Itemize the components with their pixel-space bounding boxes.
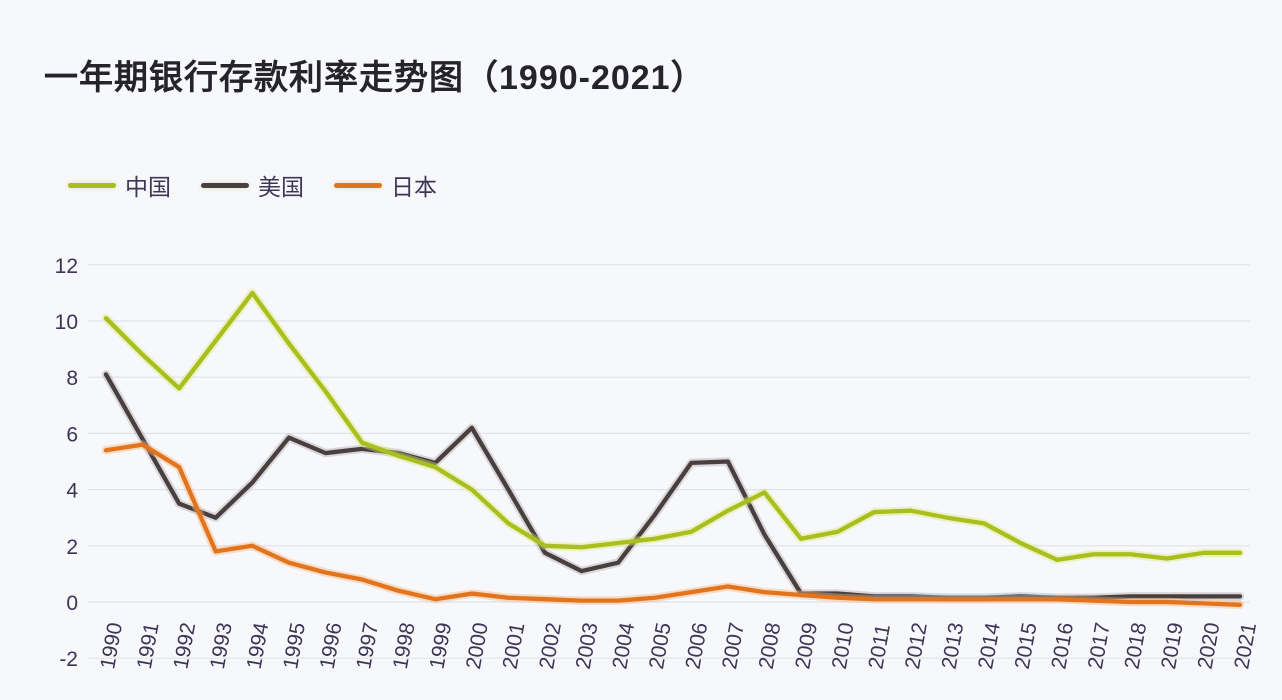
legend-label-us: 美国 bbox=[258, 174, 304, 200]
series-glow-japan bbox=[101, 440, 1245, 610]
x-tick-label: 2003 bbox=[572, 621, 603, 671]
series-line-china bbox=[103, 290, 1243, 562]
series-line-japan bbox=[103, 442, 1243, 607]
series-lines bbox=[101, 288, 1245, 610]
x-tick-label: 2009 bbox=[791, 621, 822, 671]
legend-item-us: 美国 bbox=[201, 168, 304, 202]
x-tick-label: 1997 bbox=[352, 621, 383, 671]
x-tick-label: 2000 bbox=[462, 621, 493, 671]
legend-swatch-japan bbox=[334, 182, 382, 188]
x-tick-label: 2020 bbox=[1194, 621, 1225, 671]
x-tick-label: 2004 bbox=[608, 621, 639, 671]
y-tick-label: 4 bbox=[66, 480, 78, 503]
x-tick-label: 2013 bbox=[938, 621, 969, 671]
y-tick-label: 12 bbox=[55, 255, 78, 278]
y-tick-label: 0 bbox=[66, 592, 78, 615]
x-tick-label: 1992 bbox=[169, 621, 200, 671]
x-tick-label: 2017 bbox=[1084, 621, 1115, 671]
y-axis-labels: 12 10 8 6 4 2 0 -2 bbox=[55, 255, 79, 671]
x-tick-label: 1996 bbox=[316, 621, 347, 671]
x-tick-label: 2001 bbox=[499, 621, 530, 671]
legend-label-japan: 日本 bbox=[391, 174, 437, 200]
legend-swatch-us bbox=[201, 182, 249, 188]
y-tick-label: 8 bbox=[66, 367, 78, 390]
x-tick-label: 2018 bbox=[1121, 621, 1152, 671]
x-tick-label: 2006 bbox=[682, 621, 713, 671]
legend-item-japan: 日本 bbox=[334, 168, 437, 202]
gridlines bbox=[88, 264, 1250, 659]
series-line-us bbox=[103, 372, 1243, 600]
page-title: 一年期银行存款利率走势图（1990-2021） bbox=[44, 59, 706, 97]
x-tick-label: 2021 bbox=[1230, 621, 1261, 671]
y-tick-label: 6 bbox=[66, 423, 78, 446]
x-tick-label: 1999 bbox=[425, 621, 456, 671]
x-tick-label: 1991 bbox=[133, 621, 164, 671]
legend-item-china: 中国 bbox=[68, 168, 171, 202]
x-tick-label: 1990 bbox=[96, 621, 127, 671]
x-tick-label: 2002 bbox=[535, 621, 566, 671]
x-tick-label: 1998 bbox=[389, 621, 420, 671]
x-tick-label: 1993 bbox=[206, 621, 237, 671]
x-tick-label: 2019 bbox=[1157, 621, 1188, 671]
y-tick-label: 10 bbox=[55, 311, 78, 334]
y-tick-label: -2 bbox=[59, 648, 78, 671]
x-tick-label: 2016 bbox=[1047, 621, 1078, 671]
x-tick-label: 2008 bbox=[755, 621, 786, 671]
series-glow-china bbox=[101, 288, 1245, 565]
x-tick-label: 2015 bbox=[1011, 621, 1042, 671]
x-axis-labels: 1990 1991 1992 1993 1994 1995 1996 1997 1998 1999… bbox=[96, 621, 1261, 671]
x-tick-label: 2005 bbox=[645, 621, 676, 671]
legend-swatch-china bbox=[68, 182, 116, 188]
x-tick-label: 2007 bbox=[718, 621, 749, 671]
legend: 中国 美国 日本 bbox=[68, 168, 437, 202]
x-tick-label: 2010 bbox=[828, 621, 859, 671]
x-tick-label: 2011 bbox=[864, 622, 894, 670]
y-tick-label: 2 bbox=[66, 536, 78, 559]
x-tick-label: 1995 bbox=[279, 621, 310, 671]
x-tick-label: 2014 bbox=[974, 621, 1005, 671]
x-tick-label: 1994 bbox=[243, 621, 274, 671]
x-tick-label: 2012 bbox=[901, 621, 932, 671]
legend-label-china: 中国 bbox=[125, 174, 171, 200]
